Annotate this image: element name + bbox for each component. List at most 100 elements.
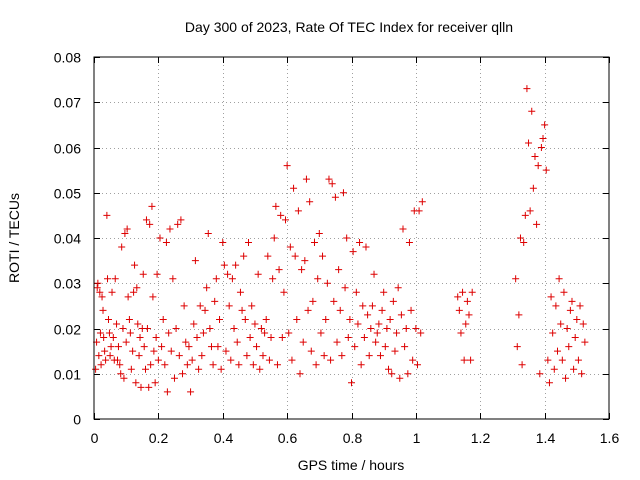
data-point <box>206 325 214 332</box>
data-point <box>314 275 322 283</box>
data-point <box>228 275 236 283</box>
data-point <box>359 302 367 310</box>
data-point <box>265 356 273 364</box>
x-tick-label: 0.8 <box>343 430 363 446</box>
y-tick-label: 0.06 <box>54 141 81 157</box>
data-point <box>547 293 555 301</box>
data-point <box>166 225 174 233</box>
data-point <box>338 352 346 360</box>
x-tick-label: 1.4 <box>536 430 556 446</box>
data-point <box>304 306 312 314</box>
data-point <box>558 356 566 364</box>
data-point <box>261 329 269 337</box>
data-point <box>549 329 557 337</box>
data-point <box>402 325 410 332</box>
data-point <box>190 320 198 328</box>
data-point <box>571 334 579 342</box>
data-point <box>193 334 201 342</box>
data-point <box>264 252 272 260</box>
data-point <box>131 261 139 269</box>
data-point <box>249 361 257 369</box>
data-point <box>267 334 275 342</box>
data-point <box>376 352 384 360</box>
data-point <box>386 315 394 323</box>
data-point <box>380 288 388 296</box>
data-point <box>317 329 325 337</box>
data-point <box>282 216 290 224</box>
data-point <box>251 320 259 328</box>
data-point <box>199 329 207 337</box>
data-point <box>417 329 425 337</box>
data-point <box>109 334 117 342</box>
data-point <box>330 297 338 305</box>
data-point <box>296 370 304 378</box>
data-point <box>552 302 560 310</box>
data-point <box>113 356 121 364</box>
data-point <box>310 239 318 247</box>
data-point <box>149 293 157 301</box>
data-point <box>343 234 351 242</box>
data-point <box>150 347 158 355</box>
data-point <box>351 343 359 351</box>
data-point <box>191 257 199 265</box>
y-tick-label: 0 <box>73 412 81 428</box>
data-point <box>238 306 246 314</box>
data-point <box>278 334 286 342</box>
data-point <box>95 352 103 360</box>
data-point <box>275 266 283 274</box>
data-point <box>578 370 586 378</box>
data-point <box>312 361 320 369</box>
data-point <box>544 356 552 364</box>
data-point <box>315 229 323 237</box>
data-point <box>162 239 170 247</box>
data-point <box>201 306 209 314</box>
data-point <box>537 144 545 151</box>
data-point <box>413 361 421 369</box>
data-point <box>169 275 177 283</box>
data-point <box>100 334 108 342</box>
data-point <box>123 225 131 233</box>
data-point <box>405 239 413 247</box>
data-point <box>153 270 161 278</box>
data-point <box>207 343 215 351</box>
data-point <box>212 275 220 283</box>
data-point <box>125 315 133 323</box>
data-point <box>195 365 203 373</box>
data-point <box>409 356 417 364</box>
data-point <box>339 189 347 197</box>
data-point <box>232 261 240 269</box>
data-point <box>256 365 264 373</box>
data-point <box>397 311 405 319</box>
data-point <box>117 370 125 378</box>
data-point <box>465 311 473 319</box>
data-point <box>130 288 138 296</box>
data-point <box>415 207 423 215</box>
data-point <box>179 370 187 378</box>
data-point <box>570 365 578 373</box>
data-point <box>224 270 232 278</box>
data-point <box>550 365 558 373</box>
data-point <box>257 325 265 332</box>
data-point <box>270 234 278 242</box>
data-point <box>541 121 549 129</box>
x-tick-label: 0.2 <box>149 430 169 446</box>
data-point <box>352 288 360 296</box>
data-point <box>108 288 116 296</box>
data-point <box>198 352 206 360</box>
data-point <box>107 343 115 351</box>
chart-title: Day 300 of 2023, Rate Of TEC Index for r… <box>185 19 513 35</box>
y-tick-label: 0.02 <box>54 322 81 338</box>
x-tick-label: 1 <box>413 430 421 446</box>
data-point <box>253 343 261 351</box>
data-point <box>286 243 294 251</box>
y-tick-label: 0.04 <box>54 231 81 247</box>
data-point <box>360 334 368 342</box>
data-point <box>290 184 298 192</box>
data-point <box>121 229 129 237</box>
data-point <box>105 329 113 337</box>
data-point <box>246 334 254 342</box>
data-point <box>104 315 112 323</box>
data-point <box>534 162 542 170</box>
data-point <box>294 207 302 215</box>
